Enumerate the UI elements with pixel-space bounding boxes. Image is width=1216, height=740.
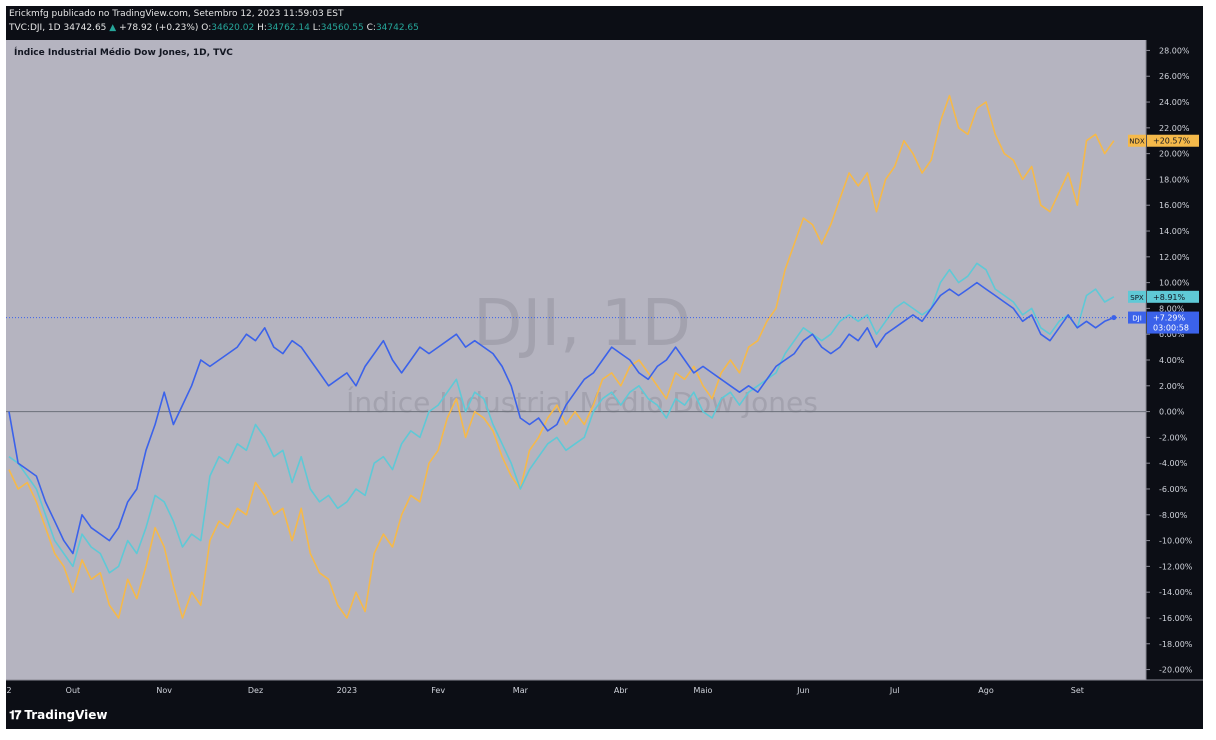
y-tick-label: 16.00% bbox=[1159, 201, 1190, 210]
y-tick-label: 4.00% bbox=[1159, 356, 1185, 365]
tradingview-mark-icon: 𝟏𝟕 bbox=[9, 708, 21, 722]
x-tick-label: Out bbox=[66, 686, 81, 695]
last-price: 34742.65 bbox=[63, 23, 107, 33]
x-axis-ticks: 2 Out Nov Dez 2023 Fev Mar Abr Maio Jun Jul Ago Set bbox=[6, 686, 1083, 695]
x-tick-label: Jul bbox=[889, 686, 900, 695]
high-value: 34762.14 bbox=[266, 23, 310, 33]
y-tick-label: -8.00% bbox=[1159, 511, 1188, 520]
chart-area[interactable]: DJI, 1D Índice Industrial Médio Dow Jone… bbox=[6, 40, 1203, 703]
series-name-badge-spx bbox=[1128, 290, 1146, 303]
series-name-label: SPX bbox=[1130, 294, 1144, 302]
series-value-badge-dji bbox=[1147, 311, 1199, 334]
change-arrow-icon: ▲ bbox=[109, 23, 117, 33]
watermark-symbol: DJI, 1D bbox=[473, 287, 691, 361]
footer-bar: 𝟏𝟕 TradingView bbox=[6, 703, 1203, 729]
series-value-badge-ndx bbox=[1147, 134, 1199, 147]
series-value-label: +20.57% bbox=[1153, 137, 1191, 146]
series-name-label: NDX bbox=[1129, 138, 1145, 146]
x-tick-label: Jun bbox=[796, 686, 810, 695]
series-layer bbox=[6, 94, 1146, 619]
x-tick-label: 2 bbox=[6, 686, 11, 695]
x-tick-label: Mar bbox=[513, 686, 529, 695]
series-line-dji bbox=[8, 281, 1115, 555]
series-value-label: +7.29% bbox=[1153, 314, 1186, 323]
y-tick-label: 0.00% bbox=[1159, 408, 1185, 417]
x-tick-label: Nov bbox=[156, 686, 172, 695]
y-tick-label: 28.00% bbox=[1159, 46, 1190, 55]
x-tick-label: Set bbox=[1071, 686, 1084, 695]
open-value: 34620.02 bbox=[211, 23, 255, 33]
x-tick-label: Abr bbox=[614, 686, 629, 695]
y-tick-label: 24.00% bbox=[1159, 98, 1190, 107]
price-badges: NDX +20.57% SPX +8.91% DJI +7.29%03:00:58 bbox=[1128, 134, 1199, 334]
chart-svg[interactable]: DJI, 1D Índice Industrial Médio Dow Jone… bbox=[6, 40, 1203, 703]
x-tick-label: Fev bbox=[431, 686, 445, 695]
x-tick-label: Ago bbox=[978, 686, 994, 695]
y-tick-label: -18.00% bbox=[1159, 640, 1193, 649]
series-name-badge-dji bbox=[1128, 311, 1146, 324]
open-label: O: bbox=[201, 23, 212, 33]
y-tick-label: -2.00% bbox=[1159, 433, 1188, 442]
high-label: H: bbox=[257, 23, 267, 33]
tradingview-wordmark: TradingView bbox=[24, 708, 108, 722]
series-value-badge-spx bbox=[1147, 290, 1199, 303]
y-tick-label: 22.00% bbox=[1159, 124, 1190, 133]
ticker-label: TVC:DJI, 1D bbox=[9, 23, 61, 33]
y-tick-label: -4.00% bbox=[1159, 459, 1188, 468]
chart-title: Índice Industrial Médio Dow Jones, 1D, T… bbox=[14, 46, 233, 58]
low-value: 34560.55 bbox=[320, 23, 364, 33]
y-tick-label: 8.00% bbox=[1159, 304, 1185, 313]
x-tick-label: Maio bbox=[694, 686, 713, 695]
y-tick-label: 26.00% bbox=[1159, 72, 1190, 81]
y-tick-label: 2.00% bbox=[1159, 382, 1185, 391]
series-name-badge-ndx bbox=[1128, 134, 1146, 147]
ohlc-line: TVC:DJI, 1D 34742.65 ▲ +78.92 (+0.23%) O… bbox=[9, 23, 419, 33]
plot-background bbox=[6, 40, 1146, 680]
y-axis-ticks: 28.00% 26.00% 24.00% 22.00% 20.00% 18.00% 16.0… bbox=[6, 46, 1193, 675]
change-value: +78.92 (+0.23%) bbox=[119, 23, 199, 33]
y-tick-label: 14.00% bbox=[1159, 227, 1190, 236]
y-tick-label: 6.00% bbox=[1159, 330, 1185, 339]
close-value: 34742.65 bbox=[375, 23, 419, 33]
x-tick-label: Dez bbox=[248, 686, 263, 695]
y-tick-label: -6.00% bbox=[1159, 485, 1188, 494]
series-name-label: DJI bbox=[1132, 315, 1142, 323]
y-tick-label: 18.00% bbox=[1159, 175, 1190, 184]
y-tick-label: -16.00% bbox=[1159, 614, 1193, 623]
y-tick-label: -12.00% bbox=[1159, 562, 1193, 571]
publisher-line: Erickmfg publicado no TradingView.com, S… bbox=[9, 9, 344, 19]
watermark-name: Índice Industrial Médio Dow Jones bbox=[346, 385, 818, 419]
x-tick-label: 2023 bbox=[337, 686, 357, 695]
last-point-dot bbox=[1111, 315, 1117, 321]
y-tick-label: -20.00% bbox=[1159, 666, 1193, 675]
close-label: C: bbox=[366, 23, 376, 33]
chart-header: Erickmfg publicado no TradingView.com, S… bbox=[6, 6, 1203, 40]
y-tick-label: -10.00% bbox=[1159, 537, 1193, 546]
time-scale-background bbox=[6, 680, 1203, 703]
countdown-label: 03:00:58 bbox=[1153, 324, 1189, 333]
y-tick-label: 20.00% bbox=[1159, 150, 1190, 159]
y-tick-label: 10.00% bbox=[1159, 279, 1190, 288]
low-label: L: bbox=[312, 23, 321, 33]
y-tick-label: 12.00% bbox=[1159, 253, 1190, 262]
series-value-label: +8.91% bbox=[1153, 293, 1186, 302]
tradingview-logo[interactable]: 𝟏𝟕 TradingView bbox=[9, 708, 108, 723]
y-tick-label: -14.00% bbox=[1159, 588, 1193, 597]
